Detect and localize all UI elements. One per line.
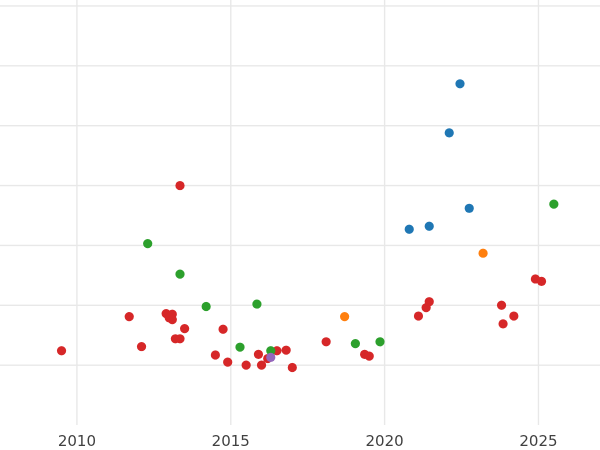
data-point-green: [235, 343, 244, 352]
grid-layer: [0, 0, 600, 425]
data-point-red: [137, 342, 146, 351]
data-point-red: [211, 350, 220, 359]
data-point-red: [288, 363, 297, 372]
data-point-red: [498, 319, 507, 328]
data-point-green: [252, 299, 261, 308]
data-point-red: [282, 346, 291, 355]
data-point-green: [143, 239, 152, 248]
data-point-orange: [340, 312, 349, 321]
data-point-blue: [445, 128, 454, 137]
data-point-red: [57, 346, 66, 355]
data-point-green: [375, 337, 384, 346]
data-point-green: [351, 339, 360, 348]
data-point-orange: [478, 249, 487, 258]
data-point-red: [254, 350, 263, 359]
x-tick-label: 2025: [519, 432, 557, 450]
x-tick-labels: 2010 2015 2020 2025: [58, 432, 558, 450]
data-point-red: [414, 311, 423, 320]
x-tick-label: 2020: [366, 432, 404, 450]
data-point-green: [175, 270, 184, 279]
data-point-blue: [425, 222, 434, 231]
data-point-blue: [405, 225, 414, 234]
data-point-blue: [455, 79, 464, 88]
data-point-red: [242, 361, 251, 370]
data-point-red: [168, 315, 177, 324]
data-point-red: [425, 297, 434, 306]
data-point-blue: [465, 204, 474, 213]
data-point-red: [365, 352, 374, 361]
data-point-red: [180, 324, 189, 333]
data-point-red: [223, 358, 232, 367]
data-point-red: [537, 277, 546, 286]
data-point-green: [202, 302, 211, 311]
data-point-red: [125, 312, 134, 321]
data-point-red: [509, 311, 518, 320]
x-tick-label: 2010: [58, 432, 96, 450]
data-point-red: [175, 181, 184, 190]
data-point-purple: [266, 353, 275, 362]
x-tick-label: 2015: [212, 432, 250, 450]
data-point-red: [322, 337, 331, 346]
data-point-red: [218, 325, 227, 334]
data-point-red: [175, 334, 184, 343]
data-point-green: [549, 200, 558, 209]
data-points: [57, 79, 559, 372]
data-point-red: [497, 301, 506, 310]
